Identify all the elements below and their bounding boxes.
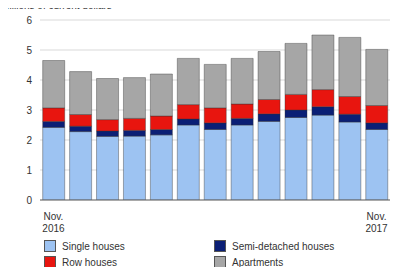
svg-text:1: 1 [26,165,32,176]
svg-text:6: 6 [26,15,32,26]
html-text:Apartments: Apartments [232,256,284,268]
svg-text:Nov.2017: Nov.2017 [365,211,388,234]
svg-text:2: 2 [26,135,32,146]
html-text:Single houses: Single houses [62,240,125,252]
svg-text:Nov.2016: Nov.2016 [42,211,65,234]
svg-text:5: 5 [26,45,32,56]
svg-text:4: 4 [26,75,32,86]
svg-text:3: 3 [26,105,32,116]
html-text:Semi-detached houses: Semi-detached houses [232,240,335,252]
html-text:Row houses: Row houses [62,256,117,268]
svg-text:0: 0 [26,195,32,206]
html-text:billions of current dollars: billions of current dollars [4,0,112,11]
